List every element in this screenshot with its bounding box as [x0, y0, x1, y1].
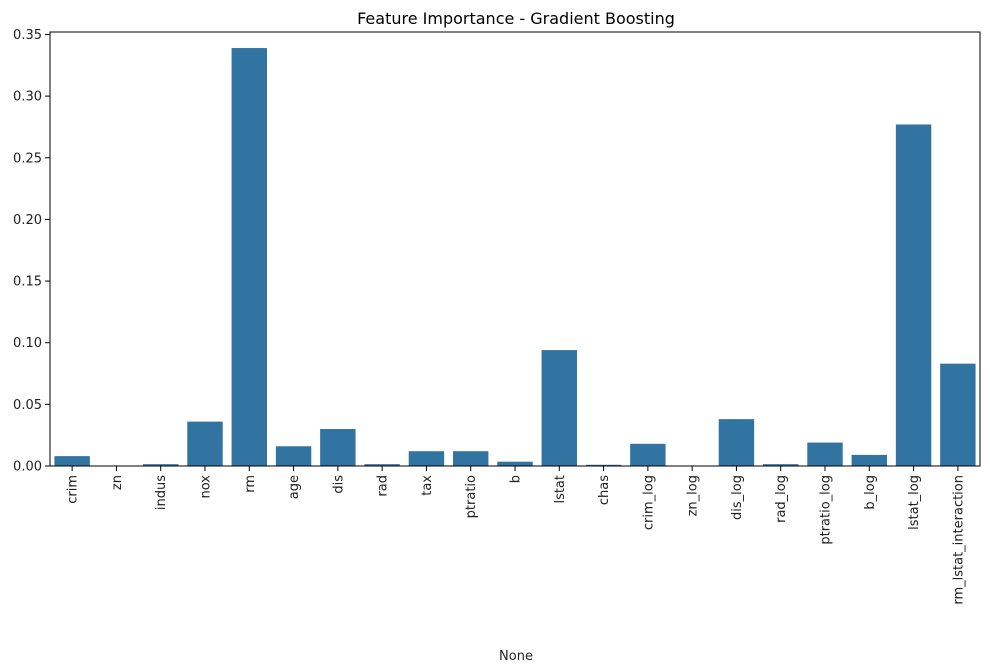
bar-lstat_log	[895, 124, 932, 466]
y-tick-label: 0.10	[13, 336, 42, 351]
bar-crim_log	[630, 443, 666, 466]
x-tick-label: rm	[243, 475, 258, 493]
x-tick-label: indus	[154, 475, 169, 510]
bar-rm	[231, 48, 267, 466]
bar-lstat	[541, 350, 577, 466]
bar-ptratio	[453, 451, 489, 466]
y-tick-label: 0.15	[13, 275, 42, 290]
bar-chas	[585, 464, 622, 466]
y-tick-label: 0.00	[13, 460, 42, 475]
plot-frame	[49, 31, 981, 467]
chart-title: Feature Importance - Gradient Boosting	[357, 9, 675, 28]
bar-b	[497, 461, 533, 466]
x-axis: crim zn indus nox rm age dis rad tax ptratio b lsta…	[66, 466, 966, 605]
x-tick-label: rad	[376, 475, 391, 497]
x-tick-label: rm_lstat_interaction	[951, 475, 966, 605]
y-axis: 0.00 0.05 0.10 0.15 0.20 0.25 0.30 0.35	[13, 28, 50, 475]
x-tick-label: dis	[331, 475, 346, 494]
bar-rad_log	[763, 464, 799, 466]
bar-tax	[408, 451, 445, 466]
x-tick-label: b	[509, 475, 524, 483]
x-tick-label: rad_log	[774, 475, 789, 523]
x-tick-label: zn	[110, 475, 125, 490]
x-tick-label: tax	[420, 475, 435, 496]
x-tick-label: lstat	[553, 475, 568, 504]
x-tick-label: zn_log	[686, 475, 701, 516]
bar-rm_lstat_interaction	[940, 363, 976, 466]
y-tick-label: 0.30	[13, 90, 42, 105]
x-tick-label: dis_log	[730, 475, 745, 520]
bar-crim	[54, 456, 90, 466]
bar-rad	[364, 464, 400, 466]
bar-b_log	[851, 454, 887, 466]
x-tick-label: b_log	[863, 475, 878, 510]
bars-group	[54, 48, 976, 466]
bar-nox	[187, 421, 223, 466]
bar-ptratio_log	[807, 442, 843, 466]
bar-dis	[320, 429, 356, 466]
x-tick-label: crim_log	[641, 475, 656, 530]
bar-dis_log	[718, 419, 755, 466]
y-tick-label: 0.05	[13, 398, 42, 413]
x-tick-label: lstat_log	[907, 475, 922, 530]
x-tick-label: crim	[66, 475, 81, 504]
y-tick-label: 0.35	[13, 28, 42, 43]
x-tick-label: chas	[597, 475, 612, 505]
x-tick-label: nox	[199, 475, 214, 499]
y-tick-label: 0.20	[13, 213, 42, 228]
x-tick-label: ptratio	[464, 475, 479, 518]
x-tick-label: age	[287, 475, 302, 499]
bar-age	[275, 446, 312, 466]
y-tick-label: 0.25	[13, 151, 42, 166]
x-axis-label: None	[499, 649, 533, 664]
bar-indus	[143, 464, 179, 466]
x-tick-label: ptratio_log	[819, 475, 834, 545]
